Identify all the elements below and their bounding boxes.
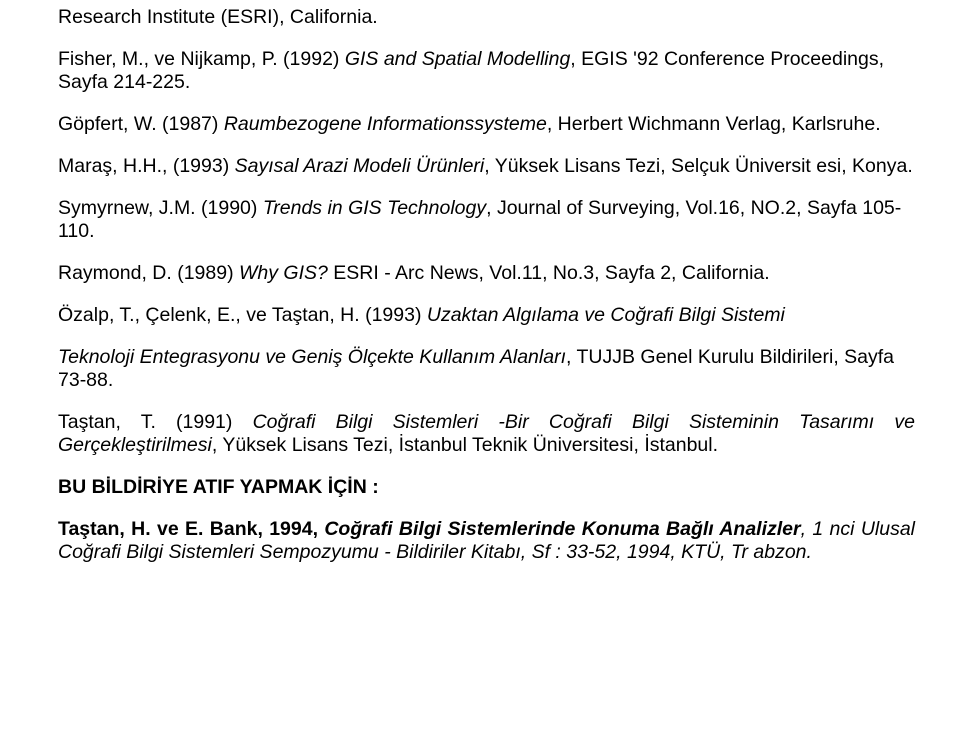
ref-fisher: Fisher, M., ve Nijkamp, P. (1992) GIS an…: [58, 48, 915, 94]
text: , Yüksek Lisans Tezi, İstanbul Teknik Ün…: [212, 434, 718, 456]
text-italic: Trends in GIS Technology: [263, 197, 486, 219]
ref-esri: Research Institute (ESRI), California.: [58, 6, 915, 29]
text: Maraş, H.H., (1993): [58, 155, 235, 177]
ref-tastan: Taştan, T. (1991) Coğrafi Bilgi Sistemle…: [58, 411, 915, 457]
ref-ozalp: Özalp, T., Çelenk, E., ve Taştan, H. (19…: [58, 304, 915, 392]
ref-maras: Maraş, H.H., (1993) Sayısal Arazi Modeli…: [58, 155, 915, 178]
text: Özalp, T., Çelenk, E., ve Taştan, H. (19…: [58, 304, 427, 326]
text: Research Institute (ESRI), California.: [58, 6, 378, 28]
text-italic: Raumbezogene Informationssysteme: [224, 113, 547, 135]
ref-raymond: Raymond, D. (1989) Why GIS? ESRI - Arc N…: [58, 262, 915, 285]
citation-body: Taştan, H. ve E. Bank, 1994, Coğrafi Bil…: [58, 518, 915, 564]
text-bold-italic: Coğrafi Bilgi Sistemlerinde Konuma Bağlı…: [324, 518, 800, 540]
text: Taştan, T. (1991): [58, 411, 253, 433]
text-italic: Teknoloji Entegrasyonu ve Geniş Ölçekte …: [58, 346, 566, 368]
ref-symyrnew: Symyrnew, J.M. (1990) Trends in GIS Tech…: [58, 197, 915, 243]
text-italic: Why GIS?: [239, 262, 328, 284]
citation-header: BU BİLDİRİYE ATIF YAPMAK İÇİN :: [58, 476, 915, 499]
text: ESRI - Arc News, Vol.11, No.3, Sayfa 2, …: [328, 262, 770, 284]
ref-gopfert: Göpfert, W. (1987) Raumbezogene Informat…: [58, 113, 915, 136]
text: Raymond, D. (1989): [58, 262, 239, 284]
text-bold: Taştan, H. ve E. Bank, 1994,: [58, 518, 324, 540]
text: Göpfert, W. (1987): [58, 113, 224, 135]
text: Fisher, M., ve Nijkamp, P. (1992): [58, 48, 345, 70]
document-page: Research Institute (ESRI), California. F…: [0, 0, 960, 747]
text: Symyrnew, J.M. (1990): [58, 197, 263, 219]
text-italic: Sayısal Arazi Modeli Ürünleri: [235, 155, 485, 177]
text: , Herbert Wichmann Verlag, Karlsruhe.: [547, 113, 881, 135]
text-italic: GIS and Spatial Modelling: [345, 48, 570, 70]
text-bold: BU BİLDİRİYE ATIF YAPMAK İÇİN :: [58, 476, 379, 498]
text-italic: Uzaktan Algılama ve Coğrafi Bilgi Sistem…: [427, 304, 785, 326]
text: , Yüksek Lisans Tezi, Selçuk Üniversit e…: [484, 155, 912, 177]
